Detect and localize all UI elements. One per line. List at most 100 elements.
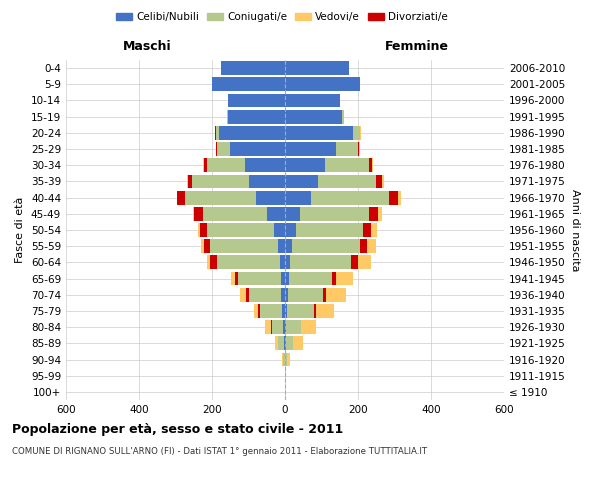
Bar <box>369 207 378 220</box>
Bar <box>198 223 200 237</box>
Bar <box>372 158 373 172</box>
Bar <box>278 336 284 350</box>
Bar <box>288 288 323 302</box>
Bar <box>358 256 371 270</box>
Bar <box>341 110 344 124</box>
Bar <box>203 240 210 253</box>
Bar <box>299 207 369 220</box>
Bar <box>290 256 351 270</box>
Bar <box>235 272 238 285</box>
Bar <box>398 190 401 204</box>
Bar <box>271 320 272 334</box>
Bar <box>254 304 259 318</box>
Bar <box>215 126 220 140</box>
Bar <box>185 190 256 204</box>
Bar <box>376 174 382 188</box>
Bar <box>369 158 372 172</box>
Bar <box>287 304 314 318</box>
Bar <box>200 240 203 253</box>
Bar <box>378 207 382 220</box>
Bar <box>217 142 230 156</box>
Bar <box>316 304 334 318</box>
Bar <box>245 158 285 172</box>
Bar <box>358 142 359 156</box>
Bar <box>287 352 290 366</box>
Bar <box>248 288 281 302</box>
Text: Maschi: Maschi <box>122 40 172 52</box>
Bar <box>389 190 398 204</box>
Bar <box>267 207 285 220</box>
Bar <box>274 223 285 237</box>
Bar <box>238 272 281 285</box>
Bar <box>278 240 285 253</box>
Bar <box>301 320 316 334</box>
Bar <box>371 223 377 237</box>
Bar <box>220 126 285 140</box>
Bar <box>188 174 192 188</box>
Bar <box>336 142 358 156</box>
Bar <box>286 320 301 334</box>
Bar <box>325 158 369 172</box>
Legend: Celibi/Nubili, Coniugati/e, Vedovi/e, Divorziati/e: Celibi/Nubili, Coniugati/e, Vedovi/e, Di… <box>112 8 452 26</box>
Bar <box>281 272 285 285</box>
Bar <box>248 174 285 188</box>
Bar <box>275 336 278 350</box>
Bar <box>229 110 285 124</box>
Bar <box>285 288 288 302</box>
Bar <box>367 240 376 253</box>
Bar <box>285 256 290 270</box>
Bar <box>206 223 274 237</box>
Bar <box>289 272 332 285</box>
Bar <box>231 272 235 285</box>
Bar <box>285 158 325 172</box>
Bar <box>285 320 286 334</box>
Bar <box>272 320 283 334</box>
Bar <box>282 352 283 366</box>
Bar <box>245 288 248 302</box>
Bar <box>359 142 360 156</box>
Bar <box>230 142 285 156</box>
Bar <box>350 256 358 270</box>
Bar <box>203 207 267 220</box>
Text: Popolazione per età, sesso e stato civile - 2011: Popolazione per età, sesso e stato civil… <box>12 422 343 436</box>
Y-axis label: Fasce di età: Fasce di età <box>16 197 25 263</box>
Bar <box>285 304 287 318</box>
Bar <box>283 352 284 366</box>
Bar <box>265 320 271 334</box>
Bar <box>178 190 185 204</box>
Bar <box>286 336 293 350</box>
Bar <box>229 94 285 108</box>
Bar <box>193 207 194 220</box>
Bar <box>285 61 349 75</box>
Bar <box>336 272 353 285</box>
Bar <box>285 207 299 220</box>
Bar <box>364 223 371 237</box>
Bar <box>210 256 217 270</box>
Bar <box>203 158 206 172</box>
Bar <box>187 174 188 188</box>
Bar <box>212 78 285 91</box>
Bar <box>217 256 280 270</box>
Bar <box>311 190 389 204</box>
Bar <box>285 94 340 108</box>
Bar <box>256 190 285 204</box>
Bar <box>318 174 376 188</box>
Bar <box>332 272 336 285</box>
Bar <box>284 336 285 350</box>
Y-axis label: Anni di nascita: Anni di nascita <box>569 188 580 271</box>
Bar <box>326 288 346 302</box>
Bar <box>282 304 285 318</box>
Bar <box>296 223 364 237</box>
Bar <box>227 94 229 108</box>
Bar <box>285 240 292 253</box>
Bar <box>285 126 353 140</box>
Bar <box>192 174 248 188</box>
Bar <box>283 320 285 334</box>
Bar <box>285 336 286 350</box>
Text: Femmine: Femmine <box>385 40 449 52</box>
Bar <box>382 174 383 188</box>
Bar <box>240 288 245 302</box>
Bar <box>285 190 311 204</box>
Bar <box>285 78 360 91</box>
Bar <box>285 110 341 124</box>
